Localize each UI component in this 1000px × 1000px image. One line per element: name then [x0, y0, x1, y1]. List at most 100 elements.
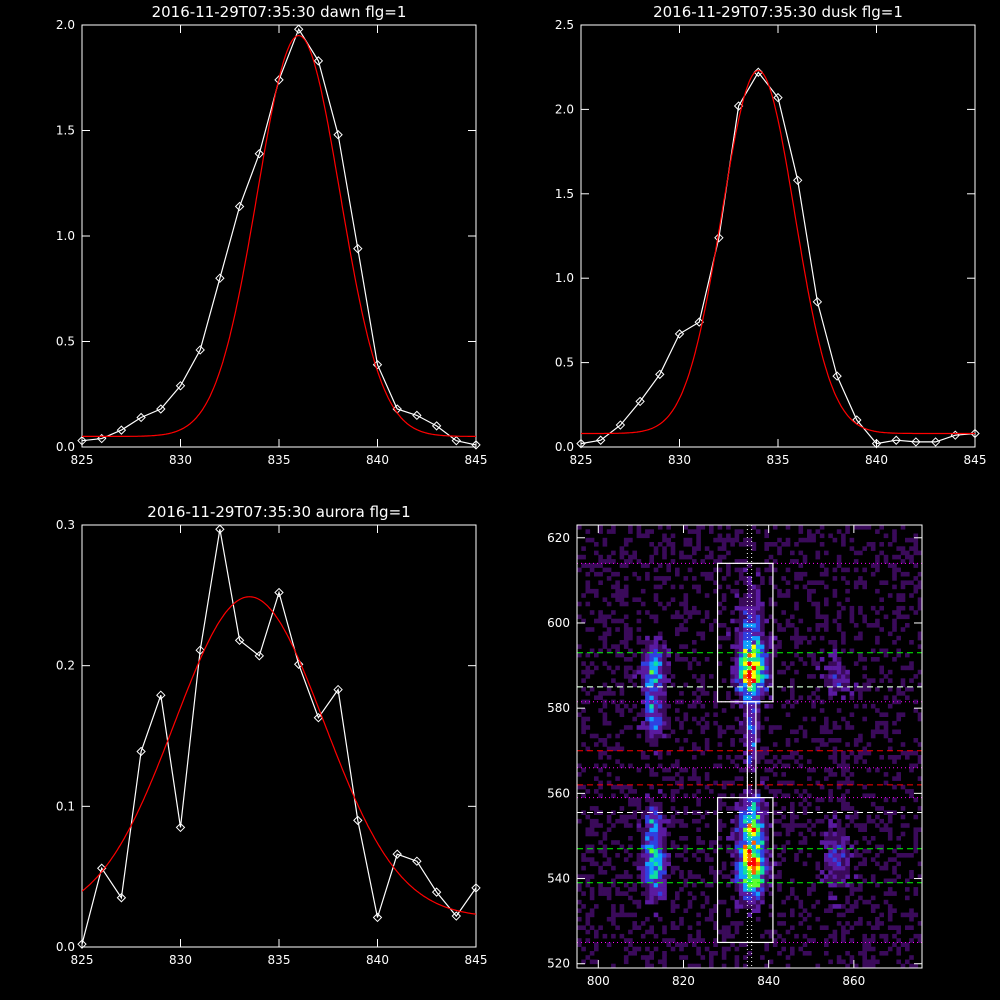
heatmap-cell: [692, 810, 697, 815]
heatmap-cell: [653, 878, 659, 884]
heatmap-cell: [768, 635, 774, 641]
heatmap-cell: [849, 772, 855, 777]
heatmap-cell: [602, 891, 608, 896]
dusk-data-point: [812, 297, 823, 307]
heatmap-cell: [917, 584, 923, 590]
heatmap-cell: [743, 682, 748, 688]
heatmap-cell: [764, 691, 769, 696]
heatmap-cell: [755, 584, 761, 590]
heatmap-cell: [768, 848, 774, 854]
heatmap-cell: [879, 605, 884, 611]
heatmap-cell: [653, 891, 659, 896]
heatmap-cell: [734, 729, 740, 735]
heatmap-cell: [764, 823, 769, 828]
heatmap-cell: [892, 627, 897, 632]
heatmap-cell: [870, 959, 876, 965]
heatmap-cell: [862, 827, 867, 832]
heatmap-cell: [657, 648, 663, 654]
heatmap-cell: [760, 725, 765, 730]
heatmap-cell: [755, 878, 761, 884]
heatmap-cell: [589, 857, 595, 862]
heatmap-cell: [862, 836, 867, 841]
heatmap-cell: [602, 844, 608, 850]
heatmap-cell: [755, 848, 761, 854]
heatmap-cell: [730, 674, 735, 679]
heatmap-cell: [858, 823, 863, 828]
heatmap-cell: [913, 576, 919, 581]
heatmap-cell: [764, 703, 769, 709]
heatmap-cell: [883, 891, 889, 896]
heatmap-cell: [790, 691, 795, 696]
heatmap-cell: [841, 682, 846, 688]
heatmap-cell: [832, 759, 838, 764]
heatmap-cell: [841, 665, 846, 671]
heatmap-cell: [832, 593, 838, 598]
heatmap-cell: [772, 742, 778, 747]
heatmap-cell: [636, 529, 642, 534]
heatmap-cell: [726, 571, 731, 577]
heatmap-cell: [849, 925, 855, 930]
heatmap-cell: [909, 763, 914, 769]
heatmap-cell: [905, 895, 910, 901]
heatmap-cell: [913, 840, 919, 845]
heatmap-cell: [743, 695, 748, 700]
heatmap-cell: [892, 576, 897, 581]
heatmap-cell: [755, 755, 761, 760]
heatmap-cell: [845, 674, 850, 679]
heatmap-cell: [824, 618, 829, 624]
heatmap-cell: [811, 601, 816, 607]
heatmap-cell: [619, 618, 625, 624]
heatmap-cell: [585, 921, 591, 926]
heatmap-cell: [909, 789, 914, 794]
heatmap-cell: [755, 793, 761, 798]
heatmap-cell: [628, 789, 633, 794]
heatmap-cell: [790, 678, 795, 683]
heatmap-cell: [623, 882, 629, 888]
heatmap-cell: [704, 576, 710, 581]
heatmap-cell: [717, 623, 723, 628]
heatmap-cell: [738, 669, 744, 675]
heatmap-cell: [747, 708, 752, 713]
heatmap-cell: [640, 755, 646, 760]
heatmap-cell: [913, 933, 919, 939]
heatmap-cell: [790, 818, 795, 824]
heatmap-cell: [704, 784, 710, 790]
heatmap-cell: [653, 895, 659, 901]
aurora-data-point: [372, 912, 383, 923]
heatmap-cell: [755, 567, 761, 573]
heatmap-cell: [738, 801, 744, 807]
heatmap-cell: [743, 716, 748, 722]
heatmap-cell: [785, 955, 791, 960]
heatmap-cell: [717, 601, 723, 607]
heatmap-cell: [849, 614, 855, 620]
heatmap-cell: [755, 733, 761, 739]
heatmap-cell: [832, 755, 838, 760]
heatmap-cell: [811, 938, 816, 943]
heatmap-cell: [636, 635, 642, 641]
heatmap-cell: [768, 929, 774, 935]
dusk-xtick-label: 845: [964, 453, 987, 467]
heatmap-cell: [730, 588, 735, 594]
heatmap-cell: [828, 857, 833, 862]
heatmap-cell: [832, 669, 838, 675]
heatmap-cell: [760, 755, 765, 760]
heatmap-cell: [807, 801, 812, 807]
heatmap-cell: [768, 865, 774, 871]
heatmap-cell: [811, 703, 816, 709]
heatmap-cell: [849, 780, 855, 786]
heatmap-cell: [751, 733, 757, 739]
heatmap-cell: [679, 623, 684, 628]
heatmap-cell: [653, 729, 659, 735]
heatmap-cell: [815, 554, 821, 560]
heatmap-cell: [768, 959, 774, 965]
heatmap-cell: [657, 725, 663, 730]
heatmap-cell: [717, 644, 723, 649]
heatmap-cell: [743, 631, 748, 637]
heatmap-cell: [828, 695, 833, 700]
heatmap-cell: [713, 559, 718, 564]
dusk-ytick-label: 2.5: [555, 18, 574, 32]
heatmap-cell: [738, 691, 744, 696]
heatmap-cell: [849, 904, 855, 909]
dawn-data-point: [175, 381, 186, 391]
heatmap-cell: [611, 908, 616, 913]
